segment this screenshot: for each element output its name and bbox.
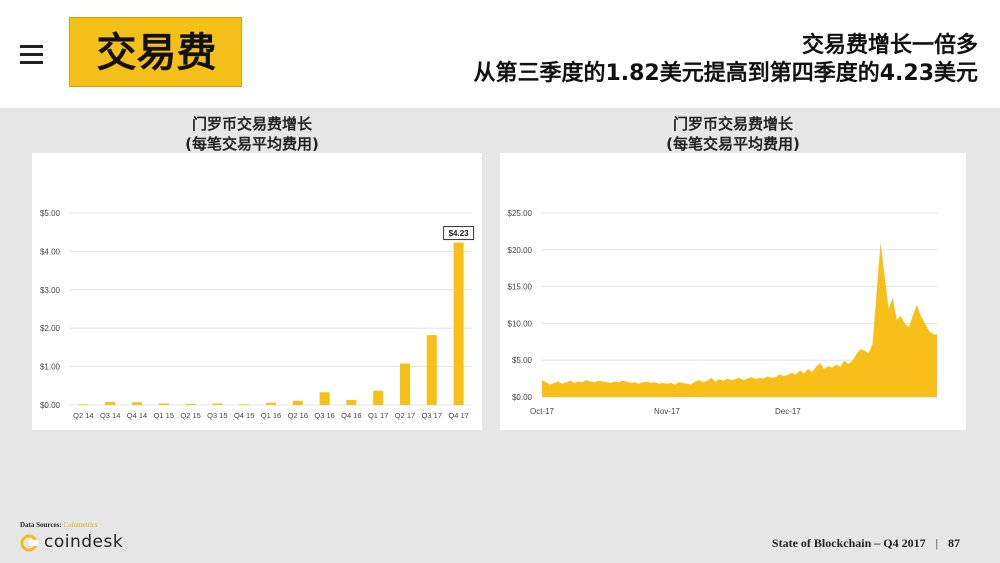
left-chart-panel: $0.00 $1.00 $2.00 $3.00 $4.00 $5.00 Q2 14 Q3 14…: [32, 153, 482, 430]
bar: [185, 403, 196, 405]
bar-x-tick-label: Q3 17: [422, 411, 442, 420]
headline-line-2: 从第三季度的1.82美元提高到第四季度的4.23美元: [473, 61, 978, 86]
bar-y-tick-label: $5.00: [40, 209, 61, 218]
area-chart: $0.00 $5.00 $10.00 $15.00 $20.00 $25.00 Oct-17…: [508, 209, 937, 416]
data-sources-link[interactable]: Coinmetrics: [63, 521, 98, 529]
headline-line-1: 交易费增长一倍多: [801, 33, 978, 58]
menu-icon[interactable]: [20, 45, 43, 64]
bar-x-tick-label: Q4 16: [341, 411, 361, 420]
bar: [400, 363, 410, 405]
area-x-tick-label: Dec-17: [775, 407, 801, 416]
left-chart-title-line-2: (每笔交易平均费用): [185, 135, 319, 153]
bar-callout-box: [443, 226, 475, 241]
right-chart-title-line-1: 门罗币交易费增长: [672, 115, 793, 133]
bar-x-tick-label: Q2 14: [73, 411, 93, 420]
bar-chart: $0.00 $1.00 $2.00 $3.00 $4.00 $5.00 Q2 14 Q3 14…: [40, 209, 475, 420]
bar: [105, 401, 116, 405]
area-y-tick-label: $5.00: [512, 356, 533, 365]
bar-callout-label: $4.23: [449, 229, 470, 238]
right-chart-panel: $0.00 $5.00 $10.00 $15.00 $20.00 $25.00 Oct-17…: [500, 153, 966, 430]
footer-report: State of Blockchain – Q4 2017 | 87: [772, 536, 960, 551]
footer-separator: |: [935, 536, 938, 550]
area-y-tick-label: $10.00: [508, 319, 533, 328]
bar-x-tick-label: Q4 17: [448, 411, 468, 420]
bar-x-tick-label: Q2 17: [395, 411, 415, 420]
bar-x-tick-label: Q2 15: [180, 411, 200, 420]
bar-y-tick-label: $2.00: [40, 324, 61, 333]
bar-x-tick-label: Q3 16: [314, 411, 334, 420]
bar-x-tick-label: Q4 15: [234, 411, 254, 420]
data-sources-label: Data Sources:: [20, 521, 62, 529]
left-chart-title: 门罗币交易费增长 (每笔交易平均费用): [152, 114, 352, 154]
bar-y-tick-label: $0.00: [40, 401, 61, 410]
coindesk-logo-text: coindesk: [44, 532, 124, 552]
right-chart-title-line-2: (每笔交易平均费用): [666, 135, 800, 153]
area-y-tick-label: $15.00: [508, 283, 533, 292]
area-y-tick-label: $20.00: [508, 246, 533, 255]
bar-x-tick-label: Q2 16: [288, 411, 308, 420]
bar-x-tick-label: Q1 15: [154, 411, 174, 420]
report-title: State of Blockchain – Q4 2017: [771, 536, 926, 550]
area-x-tick-label: Nov-17: [654, 407, 680, 416]
bar-x-tick-label: Q1 17: [368, 411, 388, 420]
bar: [158, 403, 169, 405]
bar: [78, 404, 89, 405]
bar: [266, 402, 276, 405]
area-y-tick-label: $25.00: [508, 209, 533, 218]
bar: [212, 403, 223, 405]
bar: [239, 404, 250, 405]
area-series: [542, 242, 937, 397]
area-x-tick-label: Oct-17: [530, 407, 555, 416]
page-number: 87: [948, 536, 960, 550]
header-bar: 交易费 交易费增长一倍多 从第三季度的1.82美元提高到第四季度的4.23美元: [0, 0, 1000, 108]
right-chart-title: 门罗币交易费增长 (每笔交易平均费用): [633, 114, 833, 154]
bar: [292, 400, 303, 405]
bar: [319, 392, 330, 405]
bar: [132, 402, 142, 405]
bar-y-tick-label: $1.00: [40, 363, 61, 372]
bar-y-tick-label: $3.00: [40, 286, 61, 295]
bar: [426, 335, 437, 405]
headline: 交易费增长一倍多 从第三季度的1.82美元提高到第四季度的4.23美元: [473, 32, 978, 88]
coindesk-logo-icon: [20, 534, 38, 552]
bar: [373, 390, 384, 405]
page-title: 交易费: [96, 30, 217, 76]
area-y-tick-label: $0.00: [512, 393, 533, 402]
bar-x-tick-label: Q3 14: [100, 411, 120, 420]
bar-y-tick-label: $4.00: [40, 247, 61, 256]
data-sources: Data Sources: Coinmetrics: [20, 521, 98, 529]
bar: [346, 400, 357, 405]
bar-x-tick-label: Q1 16: [261, 411, 281, 420]
bar-x-tick-label: Q4 14: [127, 411, 147, 420]
left-chart-title-line-1: 门罗币交易费增长: [191, 115, 312, 133]
bar-x-tick-label: Q3 15: [207, 411, 227, 420]
title-box: 交易费: [69, 17, 242, 87]
bar: [453, 242, 464, 405]
